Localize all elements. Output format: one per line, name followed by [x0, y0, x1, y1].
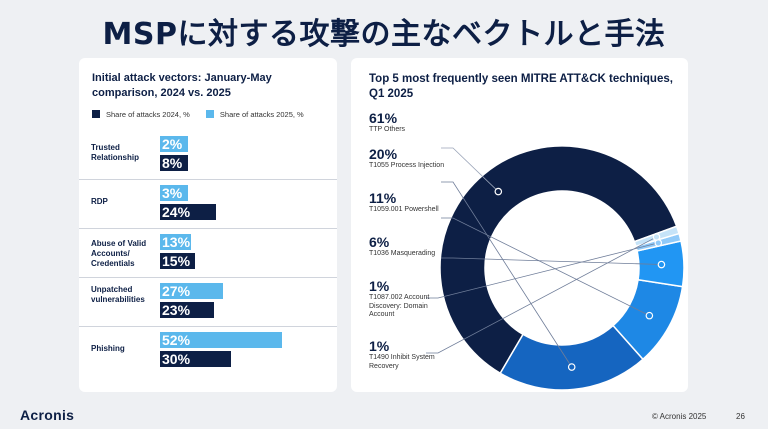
leader-line [426, 242, 659, 299]
bar-chart-legend: Share of attacks 2024, % Share of attack… [92, 110, 318, 119]
footer-copyright: © Acronis 2025 [652, 412, 707, 421]
donut-label: 61% TTP Others [369, 110, 449, 135]
bar-category-label: Phishing [91, 344, 125, 353]
legend-item-2025: Share of attacks 2025, % [205, 110, 304, 119]
leader-dot [645, 311, 654, 320]
bar-2024: 30% [160, 351, 231, 367]
donut-label-name: T1087.002 Account Discovery: Domain Acco… [369, 294, 430, 318]
donut-label-name: T1490 Inhibit System Recovery [369, 354, 435, 370]
leader-line [441, 181, 573, 368]
donut-label-percent: 61% [369, 110, 398, 126]
donut-label-name: T1059.001 Powershell [369, 206, 439, 213]
donut-slice [439, 145, 678, 375]
acronis-logo: Acronis [20, 407, 75, 423]
donut-label: 20% T1055 Process Injection [369, 146, 449, 171]
page-title: MSPに対する攻撃の主なベクトルと手法 [102, 17, 666, 52]
leader-dot [494, 187, 503, 196]
legend-swatch-2025 [205, 110, 214, 118]
leader-line [441, 217, 650, 316]
bar-category-label: Trusted Relationship [91, 143, 140, 162]
bar-category-label: Abuse of Valid Accounts/ Credentials [91, 239, 147, 268]
leader-dot [567, 363, 576, 371]
donut-label: 1% T1087.002 Account Discovery: Domain Ac… [369, 278, 431, 320]
bar-2025: 27% [160, 283, 224, 299]
bar-2025: 13% [160, 234, 191, 250]
donut-label-percent: 1% [369, 338, 390, 354]
row-divider [79, 326, 337, 327]
bar-chart-panel: Initial attack vectors: January-May comp… [79, 58, 337, 392]
leader-dot [657, 260, 666, 269]
donut-label-percent: 6% [369, 234, 390, 250]
bar-2025: 2% [160, 136, 188, 152]
legend-label-2024: Share of attacks 2024, % [106, 110, 190, 119]
donut-chart [426, 145, 685, 391]
row-divider [79, 277, 337, 278]
bar-2025: 3% [160, 185, 188, 201]
donut-chart-title: Top 5 most frequently seen MITRE ATT&CK … [369, 73, 673, 100]
leader-line [441, 147, 499, 192]
bar-2024: 8% [160, 155, 188, 171]
donut-label-percent: 20% [369, 146, 398, 162]
leader-line [426, 236, 657, 354]
donut-label: 11% T1059.001 Powershell [369, 190, 449, 215]
row-divider [79, 228, 337, 229]
donut-label-percent: 11% [369, 190, 397, 206]
bar-2025: 52% [160, 332, 283, 348]
donut-label-percent: 1% [369, 278, 390, 294]
leader-line [441, 257, 662, 265]
bar-2024: 24% [160, 204, 217, 220]
donut-label: 1% T1490 Inhibit System Recovery [369, 338, 449, 371]
row-divider [79, 179, 337, 180]
donut-label-name: T1055 Process Injection [369, 162, 445, 169]
legend-item-2024: Share of attacks 2024, % [92, 110, 190, 119]
bar-category-label: Unpatched vulnerabilities [91, 285, 145, 304]
leader-dot [652, 233, 661, 241]
bar-2024: 15% [160, 253, 196, 269]
page-number: 26 [736, 412, 745, 421]
donut-label-name: TTP Others [369, 126, 406, 133]
legend-label-2025: Share of attacks 2025, % [219, 110, 304, 119]
bar-category-label: RDP [91, 197, 108, 206]
bar-2024: 23% [160, 302, 215, 318]
donut-chart-panel: Top 5 most frequently seen MITRE ATT&CK … [351, 58, 688, 392]
legend-swatch-2024 [92, 110, 100, 118]
bar-chart-title: Initial attack vectors: January-May comp… [92, 72, 272, 99]
donut-label: 6% T1036 Masquerading [369, 234, 449, 259]
donut-label-name: T1036 Masquerading [369, 250, 436, 257]
